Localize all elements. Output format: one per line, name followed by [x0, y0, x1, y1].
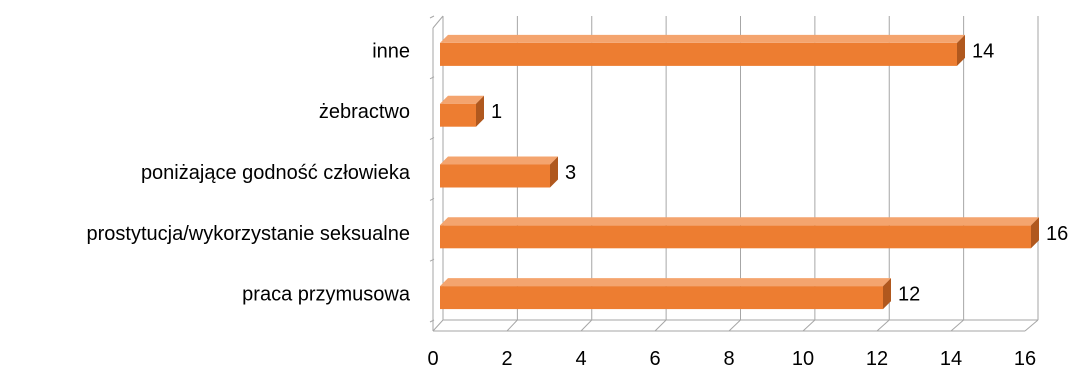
- x-tick-label: 8: [723, 348, 734, 370]
- bar-side-face: [550, 156, 558, 188]
- bar-top-face: [440, 156, 558, 165]
- bar[interactable]: [440, 225, 1031, 249]
- data-label: 3: [565, 162, 576, 184]
- category-tick: [429, 15, 435, 19]
- floor-gridline: [950, 319, 964, 332]
- category-tick: [429, 76, 435, 80]
- x-tick-label: 14: [940, 348, 962, 370]
- category-tick: [429, 319, 435, 323]
- x-tick-label: 12: [866, 348, 888, 370]
- x-tick-label: 2: [501, 348, 512, 370]
- category-label: inne: [372, 40, 410, 62]
- floor-gridline: [580, 319, 593, 332]
- bar-side-face: [883, 278, 891, 310]
- bar-side-face: [957, 34, 965, 66]
- bar-top-face: [440, 95, 484, 104]
- bar-side-face: [476, 95, 484, 127]
- data-label: 14: [972, 40, 994, 62]
- bar-top-face: [440, 278, 891, 287]
- floor-gridline: [654, 319, 667, 332]
- floor-gridline: [728, 319, 741, 332]
- bar-top-face: [440, 217, 1039, 226]
- category-label: praca przymusowa: [242, 284, 411, 306]
- floor-gridline: [432, 319, 444, 332]
- category-tick: [429, 137, 435, 141]
- category-tick: [429, 197, 435, 201]
- floor-gridline: [876, 319, 890, 332]
- bar-side-face: [1031, 217, 1039, 249]
- bar[interactable]: [440, 42, 957, 66]
- x-tick-label: 10: [792, 348, 814, 370]
- category-tick: [429, 258, 435, 262]
- x-tick-label: 16: [1014, 348, 1036, 370]
- x-tick-label: 4: [575, 348, 586, 370]
- data-label: 1: [491, 101, 502, 123]
- category-label: prostytucja/wykorzystanie seksualne: [87, 223, 410, 245]
- bar-top-face: [440, 34, 965, 43]
- floor-gridline: [1024, 319, 1039, 332]
- left-wall-top-edge: [432, 15, 444, 29]
- data-label: 16: [1046, 223, 1068, 245]
- bar[interactable]: [440, 286, 883, 310]
- floor-gridline: [506, 319, 518, 332]
- data-label: 12: [898, 284, 920, 306]
- bars-layer: [440, 34, 1039, 310]
- labels-layer: 0 2 4 6 8 10 12 14 16 praca przymusowa 12 prostytuc…: [87, 40, 1069, 370]
- x-tick-label: 0: [427, 348, 438, 370]
- x-tick-label: 6: [649, 348, 660, 370]
- bar[interactable]: [440, 103, 476, 127]
- floor-gridline: [802, 319, 816, 332]
- bar[interactable]: [440, 164, 550, 188]
- category-label: żebractwo: [319, 101, 410, 123]
- grid-layer: [429, 15, 1039, 332]
- category-label: poniżające godność człowieka: [141, 162, 411, 184]
